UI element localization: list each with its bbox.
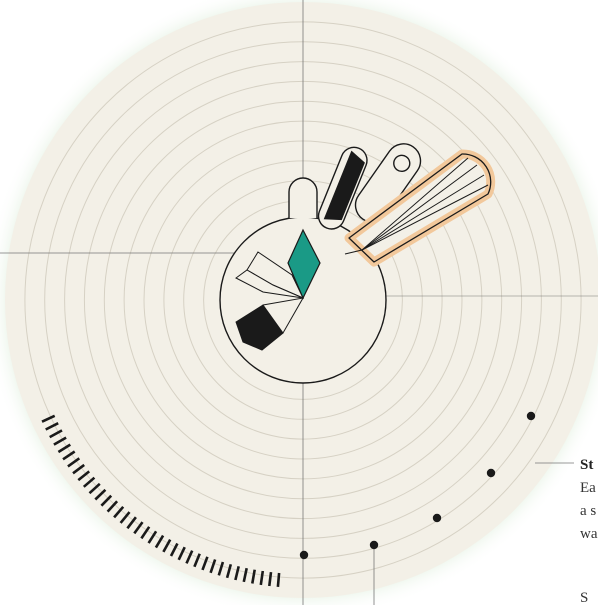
tick-mark	[201, 556, 209, 571]
petal-striped	[317, 146, 368, 230]
shard-black	[235, 304, 284, 351]
tick-mark	[57, 443, 71, 454]
tick-mark	[209, 559, 217, 574]
petal-fan	[344, 149, 496, 267]
tick-mark	[177, 546, 186, 561]
marker-dot	[432, 513, 442, 523]
tick-mark	[268, 571, 273, 587]
tick-mark	[193, 553, 201, 568]
marker-dots	[299, 411, 536, 560]
tick-mark	[133, 521, 144, 535]
tick-mark	[113, 505, 125, 519]
tick-mark	[251, 569, 256, 584]
tick-mark	[41, 414, 56, 423]
annotation-block: St Ea a s wa	[580, 454, 598, 546]
petal-hole	[354, 143, 422, 223]
tick-mark	[67, 457, 81, 468]
marker-dot	[369, 540, 379, 550]
annotation-title: St	[580, 457, 594, 473]
radial-petal-figure	[219, 143, 496, 384]
annotation-footer: S	[580, 590, 589, 606]
marker-dot	[526, 411, 536, 421]
tick-mark	[154, 534, 165, 549]
annotation-line: a s	[580, 503, 597, 519]
tick-mark	[88, 482, 101, 495]
tick-mark	[62, 450, 76, 461]
petal-small	[288, 177, 318, 218]
annotation-line: Ea	[580, 480, 596, 496]
tick-mark	[225, 563, 233, 579]
tick-mark	[53, 436, 67, 446]
fan-stem	[344, 249, 363, 255]
tick-mark	[276, 572, 281, 588]
tick-mark	[185, 550, 194, 564]
tick-mark	[77, 470, 91, 482]
tick-mark	[45, 422, 59, 431]
tick-mark	[140, 526, 151, 540]
tick-mark	[234, 565, 240, 581]
tick-mark	[147, 530, 158, 544]
tick-mark	[82, 476, 96, 488]
tick-mark	[162, 538, 172, 553]
tick-mark	[259, 570, 265, 586]
tick-mark	[169, 542, 179, 557]
tick-mark	[119, 511, 131, 524]
shard-mid	[235, 269, 304, 299]
tick-mark	[126, 516, 137, 530]
tick-mark	[217, 561, 225, 576]
tick-mark	[100, 494, 113, 507]
tick-mark	[94, 488, 107, 501]
tick-mark	[72, 463, 85, 475]
marker-dot	[299, 550, 309, 560]
annotation-line: wa	[580, 526, 598, 542]
tick-mark	[49, 429, 63, 439]
tick-mark	[242, 567, 248, 583]
tick-arc	[41, 414, 281, 588]
marker-dot	[486, 468, 496, 478]
tick-mark	[106, 500, 119, 513]
